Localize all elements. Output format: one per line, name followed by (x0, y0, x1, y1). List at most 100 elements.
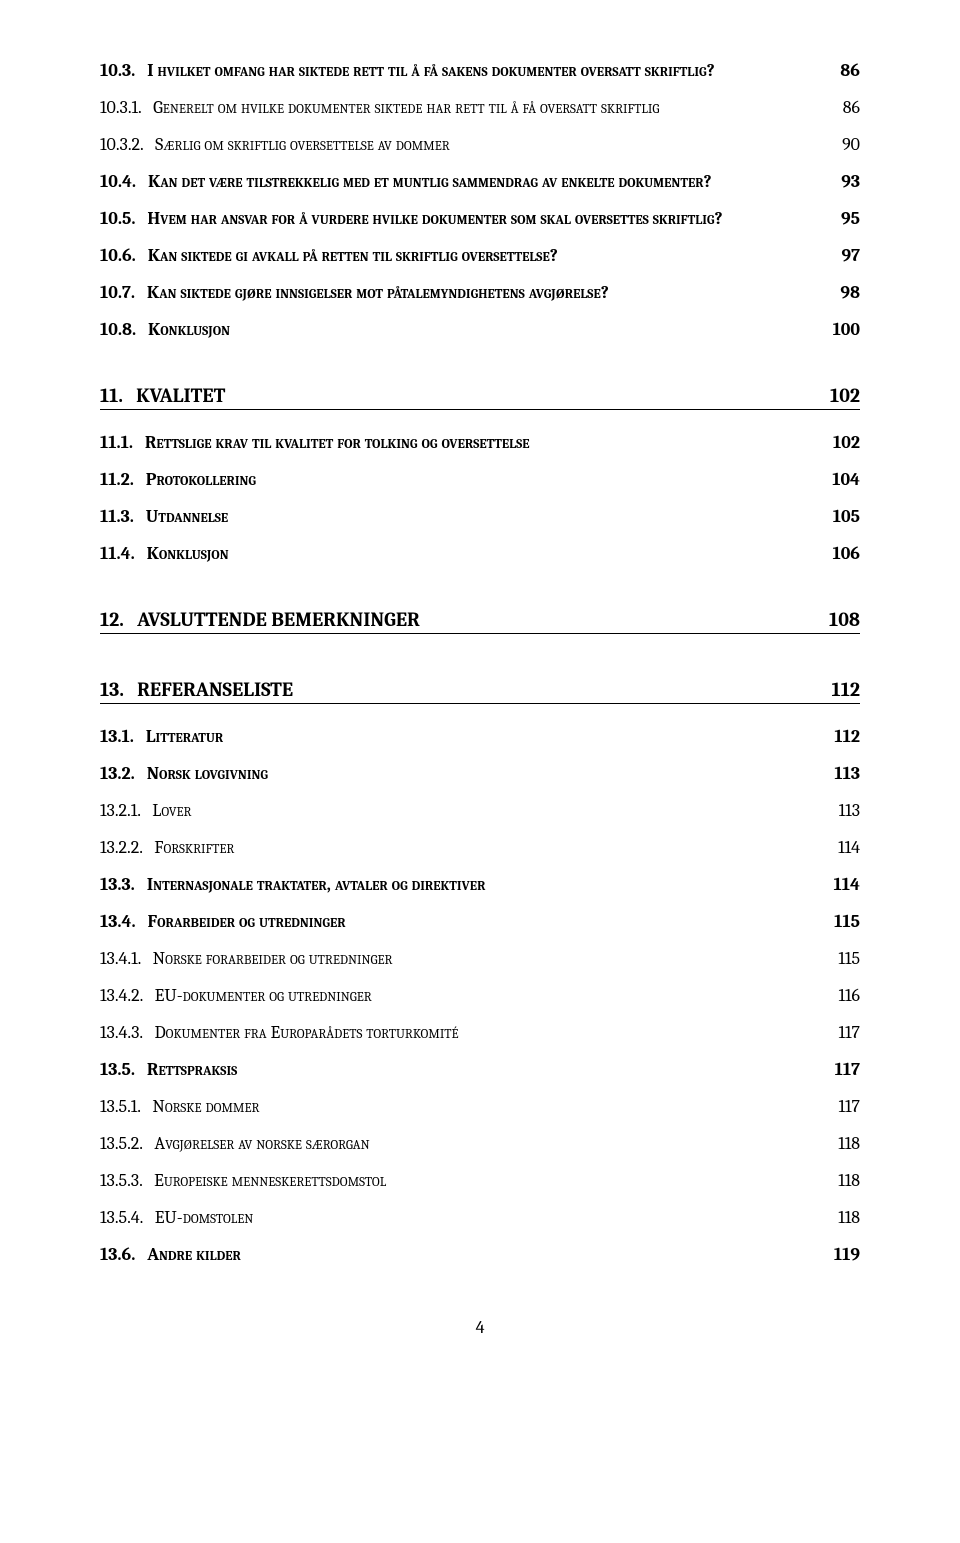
toc-entry: 11.2. Protokollering 104 (100, 469, 860, 490)
toc-label: Utdannelse (146, 506, 228, 527)
toc-entry: 13.5.1. Norske dommer117 (100, 1096, 860, 1117)
toc-entry: 12. AVSLUTTENDE BEMERKNINGER108 (100, 608, 860, 634)
toc-entry: 10.8. Konklusjon100 (100, 319, 860, 340)
toc-page: 106 (824, 543, 860, 564)
toc-label: Kan det være tilstrekkelig med et muntli… (148, 171, 712, 192)
toc-page: 113 (831, 800, 860, 821)
toc-label: Avgjørelser av norske særorgan (154, 1133, 369, 1154)
toc-num: 10.8. (100, 319, 148, 340)
toc-entry: 13.4.1. Norske forarbeider og utredninge… (100, 948, 860, 969)
toc-page: 104 (824, 469, 860, 490)
toc-underline: 11. KVALITET102 (100, 384, 860, 410)
toc-label: AVSLUTTENDE BEMERKNINGER (137, 608, 420, 631)
toc-label: Kan siktede gi avkall på retten til skri… (148, 245, 558, 266)
toc-entry: 10.3.2. Særlig om skriftlig oversettelse… (100, 134, 860, 155)
toc-num: 10.4. (100, 171, 148, 192)
toc-num: 11.2. (100, 469, 146, 490)
toc-label: Særlig om skriftlig oversettelse av domm… (155, 134, 450, 155)
toc-entry: 13.2. Norsk lovgivning 113 (100, 763, 860, 784)
toc-label: Forarbeider og utredninger (148, 911, 346, 932)
toc-entry: 10.5. Hvem har ansvar for å vurdere hvil… (100, 208, 860, 229)
toc-num: 10.6. (100, 245, 148, 266)
toc-label: I hvilket omfang har siktede rett til å … (147, 60, 715, 81)
toc-num: 13.5.2. (100, 1133, 154, 1154)
toc-page: 112 (824, 678, 860, 701)
toc-num: 13. (100, 678, 137, 701)
page-number: 4 (100, 1317, 860, 1338)
toc-num: 13.4.2. (100, 985, 155, 1006)
toc-num: 13.5.3. (100, 1170, 154, 1191)
toc-label: Konklusjon (147, 543, 229, 564)
toc-page: 102 (825, 432, 860, 453)
toc-label: REFERANSELISTE (137, 678, 293, 701)
toc-entry: 10.4. Kan det være tilstrekkelig med et … (100, 171, 860, 192)
toc-num: 13.4.3. (100, 1022, 154, 1043)
toc-num: 13.2.2. (100, 837, 154, 858)
toc-page: 119 (826, 1244, 860, 1265)
toc-num: 11.3. (100, 506, 146, 527)
toc-page: 114 (826, 874, 860, 895)
toc-page: 113 (826, 763, 860, 784)
toc-label: Internasjonale traktater, avtaler og dir… (147, 874, 486, 895)
toc-entry: 11.4. Konklusjon106 (100, 543, 860, 564)
toc-entry: 10.3.1. Generelt om hvilke dokumenter si… (100, 97, 860, 118)
toc-page: 114 (830, 837, 860, 858)
toc-label: Generelt om hvilke dokumenter siktede ha… (153, 97, 659, 118)
toc-label: Europeiske menneskerettsdomstol (154, 1170, 386, 1191)
toc-page: 105 (825, 506, 860, 527)
toc-num: 13.6. (100, 1244, 147, 1265)
toc-page: 116 (831, 985, 861, 1006)
toc-page: 115 (830, 948, 860, 969)
toc-num: 13.3. (100, 874, 147, 895)
toc-page: 86 (835, 97, 860, 118)
toc-num: 10.5. (100, 208, 147, 229)
toc-page: 97 (833, 245, 860, 266)
toc-entry: 13.5.4. EU-domstolen118 (100, 1207, 860, 1228)
toc-num: 13.5.1. (100, 1096, 152, 1117)
toc-num: 10.3.2. (100, 134, 155, 155)
toc-label: Rettslige krav til kvalitet for tolking … (145, 432, 530, 453)
toc-num: 10.3.1. (100, 97, 153, 118)
toc-num: 13.1. (100, 726, 146, 747)
toc-page: 98 (832, 282, 860, 303)
toc-label: Protokollering (146, 469, 256, 490)
toc-label: Hvem har ansvar for å vurdere hvilke dok… (147, 208, 722, 229)
toc-label: EU-dokumenter og utredninger (155, 985, 372, 1006)
toc-page: 93 (833, 171, 860, 192)
toc-underline: 13. REFERANSELISTE 112 (100, 678, 860, 704)
toc-num: 13.2.1. (100, 800, 152, 821)
toc-entry: 13.4.3. Dokumenter fra Europarådets tort… (100, 1022, 860, 1043)
toc-num: 13.2. (100, 763, 147, 784)
toc-page: 90 (834, 134, 860, 155)
toc-entry: 13.3. Internasjonale traktater, avtaler … (100, 874, 860, 895)
toc-entry: 13.5.2. Avgjørelser av norske særorgan11… (100, 1133, 860, 1154)
toc-entry: 13.2.2. Forskrifter114 (100, 837, 860, 858)
toc-num: 13.4. (100, 911, 148, 932)
toc-entry: 11. KVALITET102 (100, 384, 860, 410)
toc-entry: 13.2.1. Lover113 (100, 800, 860, 821)
toc-num: 12. (100, 608, 137, 631)
toc-page: 118 (830, 1207, 860, 1228)
toc-label: Konklusjon (148, 319, 230, 340)
toc-entry: 10.3. I hvilket omfang har siktede rett … (100, 60, 860, 81)
toc-entry: 13.1. Litteratur112 (100, 726, 860, 747)
toc-label: Norske dommer (152, 1096, 259, 1117)
toc-label: Norsk lovgivning (147, 763, 268, 784)
toc-page: 102 (822, 384, 860, 407)
toc-num: 10.3. (100, 60, 147, 81)
toc-page: 115 (826, 911, 860, 932)
toc-label: KVALITET (136, 384, 225, 407)
toc-entry: 11.1. Rettslige krav til kvalitet for to… (100, 432, 860, 453)
toc-entry: 13.5.3. Europeiske menneskerettsdomstol1… (100, 1170, 860, 1191)
toc-entry: 13.4. Forarbeider og utredninger 115 (100, 911, 860, 932)
toc-entry: 13.5. Rettspraksis117 (100, 1059, 860, 1080)
toc-label: Dokumenter fra Europarådets torturkomité (154, 1022, 458, 1043)
toc-label: EU-domstolen (155, 1207, 254, 1228)
toc-page: 112 (826, 726, 860, 747)
toc-entry: 13.6. Andre kilder119 (100, 1244, 860, 1265)
toc-num: 13.4.1. (100, 948, 153, 969)
toc-page: 117 (827, 1059, 860, 1080)
toc-label: Kan siktede gjøre innsigelser mot påtale… (147, 282, 609, 303)
toc-page: 86 (832, 60, 860, 81)
toc-entry: 13. REFERANSELISTE 112 (100, 678, 860, 704)
